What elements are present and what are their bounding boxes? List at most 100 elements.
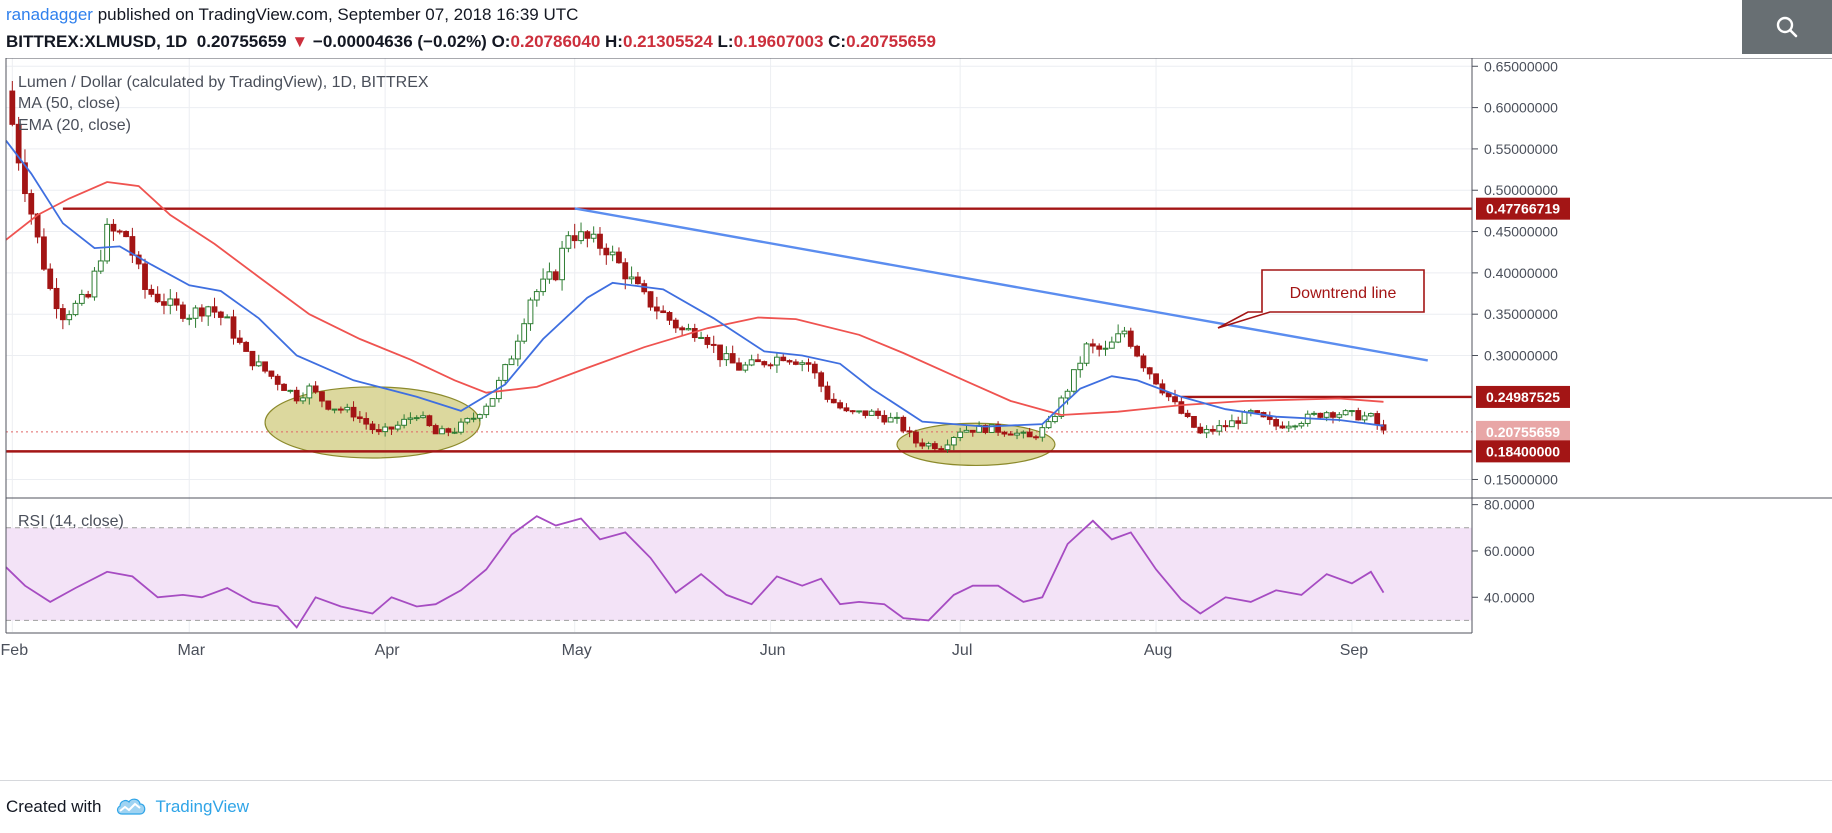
candle-body [666, 312, 673, 321]
candle-body [1349, 410, 1355, 413]
candle-body [508, 358, 515, 366]
price-label: 0.18400000 [1486, 443, 1560, 459]
candle-body [584, 231, 591, 239]
ohlc-line: BITTREX:XLMUSD, 1D 0.20755659 ▼ −0.00004… [6, 32, 936, 52]
candle-body [603, 247, 610, 256]
candle-body [445, 428, 452, 433]
candle-body [483, 405, 490, 416]
last-price: 0.20755659 [196, 32, 287, 51]
candle-body [1311, 412, 1317, 415]
open-value: 0.20786040 [510, 32, 601, 51]
price-label: 0.24987525 [1486, 389, 1560, 405]
author-link[interactable]: ranadagger [6, 5, 93, 24]
candle-body [300, 397, 306, 402]
candle-body [1121, 330, 1128, 335]
candle-body [761, 361, 768, 366]
candle-body [211, 306, 218, 313]
candle-body [28, 193, 35, 215]
search-button[interactable] [1742, 0, 1832, 54]
candle-body [78, 293, 85, 304]
candle-body [1039, 427, 1046, 438]
candle-body [1298, 422, 1305, 427]
chart-area[interactable]: Downtrend line Feb Mar Apr May Jun Jul Aug Sep 0… [0, 58, 1832, 780]
candle-body [647, 291, 654, 308]
candle-body [344, 406, 351, 411]
candle-body [805, 362, 812, 365]
candle-body [148, 288, 155, 295]
candle-body [369, 423, 376, 431]
candle-body [1014, 432, 1020, 436]
candle-body [704, 336, 711, 345]
candle-body [1247, 410, 1254, 413]
y-tick-label: 0.45000000 [1484, 224, 1558, 240]
candle-body [180, 304, 186, 319]
candle-body [401, 418, 407, 426]
legend: Lumen / Dollar (calculated by TradingVie… [18, 74, 429, 530]
low-value: 0.19607003 [733, 32, 824, 51]
publish-line: ranadagger published on TradingView.com,… [6, 5, 578, 25]
x-tick-label: Sep [1340, 642, 1369, 659]
candle-body [906, 430, 913, 433]
candle-body [1216, 425, 1223, 432]
callout-text: Downtrend line [1290, 285, 1397, 302]
candle-body [1355, 410, 1362, 421]
candle-body [736, 362, 742, 371]
candle-body [388, 426, 395, 430]
candle-body [710, 343, 717, 346]
candle-body [597, 233, 603, 249]
candle-body [1115, 333, 1122, 343]
candle-body [616, 251, 622, 264]
candle-body [1172, 396, 1178, 403]
candle-body [350, 406, 357, 418]
candle-body [565, 235, 572, 249]
callout-bubble [1217, 269, 1425, 329]
candle-body [249, 350, 256, 367]
candle-body [217, 311, 224, 318]
candle-body [1374, 413, 1381, 426]
candle-body [849, 410, 856, 413]
candle-body [527, 299, 534, 325]
candle-body [262, 361, 268, 372]
candle-body [1033, 436, 1039, 439]
candle-body [628, 276, 635, 280]
candles [9, 80, 1387, 453]
candle-body [167, 298, 174, 306]
x-tick-label: May [562, 642, 592, 659]
candle-body [173, 298, 180, 306]
candle-body [818, 372, 825, 387]
candle-body [142, 263, 148, 290]
candle-body [811, 363, 818, 374]
candle-body [1367, 413, 1374, 417]
candle-body [755, 359, 761, 363]
candle-body [1064, 390, 1071, 399]
tradingview-link[interactable]: TradingView [115, 797, 249, 817]
high-value: 0.21305524 [622, 32, 713, 51]
candle-body [887, 417, 894, 423]
tradingview-brand[interactable]: TradingView [155, 797, 249, 816]
candle-body [186, 317, 193, 320]
candle-body [875, 410, 881, 416]
candle-body [571, 235, 578, 242]
candle-body [1380, 424, 1387, 431]
candle-body [830, 398, 837, 404]
candle-body [375, 429, 382, 433]
candle-body [1330, 412, 1336, 418]
candle-body [1127, 330, 1134, 347]
candle-body [1222, 425, 1229, 428]
candle-body [1235, 420, 1242, 424]
candle-body [786, 360, 793, 363]
y-tick-label: 0.65000000 [1484, 58, 1558, 74]
candle-body [856, 410, 862, 413]
candle-body [338, 408, 344, 411]
candle-body [774, 356, 780, 366]
candle-body [15, 123, 22, 164]
candle-body [356, 416, 363, 420]
candle-body [224, 316, 231, 319]
candle-body [104, 223, 111, 262]
candle-body [799, 362, 806, 365]
candle-body [767, 364, 774, 367]
candle-body [489, 398, 496, 407]
candle-body [521, 323, 528, 342]
footer: Created with TradingView [0, 780, 1832, 833]
close-value: 0.20755659 [846, 32, 936, 51]
